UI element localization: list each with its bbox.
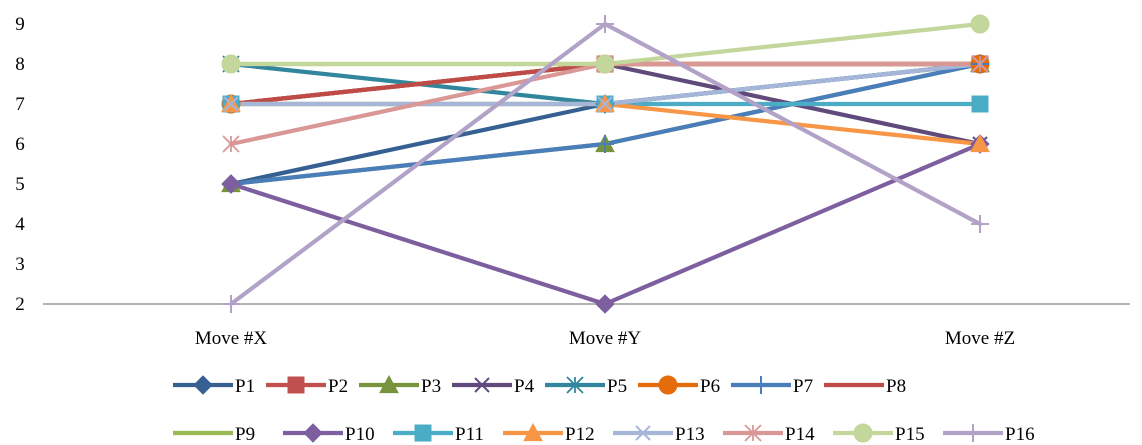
legend-label: P7 [793, 376, 813, 397]
legend-label: P3 [421, 376, 441, 397]
x-tick-label: Move #Z [945, 328, 1015, 349]
legend-label: P4 [514, 376, 535, 397]
data-point-p11-3 [971, 95, 989, 113]
data-point-p15-2 [595, 54, 615, 74]
legend-item-p13: P13 [613, 424, 705, 445]
legend-item-p6: P6 [638, 375, 720, 397]
data-point-p15-1 [221, 54, 241, 74]
legend-item-p1: P1 [173, 375, 255, 397]
legend-marker [287, 376, 305, 394]
data-point-p16-1 [222, 295, 240, 313]
legend-marker [744, 424, 762, 442]
legend-label: P14 [785, 424, 815, 445]
x-axis: Move #X Move #Y Move #Z [43, 303, 1130, 349]
legend-marker [853, 423, 873, 443]
data-point-p12-3 [970, 133, 990, 153]
legend-item-p8: P8 [824, 376, 906, 397]
legend-item-p10: P10 [283, 423, 375, 445]
legend-label: P6 [700, 376, 720, 397]
legend-label: P8 [886, 376, 906, 397]
legend-marker [193, 375, 213, 395]
legend-item-p14: P14 [723, 424, 815, 445]
legend-item-p12: P12 [503, 422, 595, 445]
legend-item-p15: P15 [833, 423, 925, 445]
legend-marker [303, 423, 323, 443]
y-tick-label-8: 8 [15, 54, 25, 75]
legend-label: P16 [1005, 424, 1035, 445]
legend-marker [523, 422, 543, 442]
legend-item-p7: P7 [731, 376, 813, 397]
y-tick-label-9: 9 [15, 14, 25, 35]
series-line-p10 [228, 141, 983, 307]
legend-label: P13 [675, 424, 705, 445]
legend-label: P2 [328, 376, 348, 397]
legend-item-p2: P2 [266, 376, 348, 397]
legend-label: P11 [455, 424, 484, 445]
legend-item-p16: P16 [943, 424, 1035, 445]
legend-marker [379, 374, 399, 394]
y-axis: 2 3 4 5 6 7 8 9 [15, 14, 25, 315]
legend-marker [658, 375, 678, 395]
legend-item-p9: P9 [173, 424, 255, 445]
legend-marker [752, 376, 770, 394]
y-tick-label-2: 2 [15, 294, 25, 315]
series-markers [221, 14, 990, 314]
legend-item-p11: P11 [393, 424, 484, 445]
legend-item-p5: P5 [545, 376, 627, 397]
x-tick-label: Move #Y [569, 328, 642, 349]
legend-item-p4: P4 [452, 376, 535, 397]
y-tick-label-7: 7 [15, 94, 25, 115]
legend-label: P10 [345, 424, 375, 445]
data-point-p13-2 [597, 96, 613, 112]
legend-marker [566, 376, 584, 394]
data-point-p15-3 [970, 14, 990, 34]
y-tick-label-3: 3 [15, 254, 25, 275]
legend-label: P15 [895, 424, 925, 445]
legend-marker [474, 377, 490, 393]
legend-label: P12 [565, 424, 595, 445]
y-tick-label-6: 6 [15, 134, 25, 155]
legend-marker [414, 424, 432, 442]
legend-marker [635, 425, 651, 441]
legend-marker [964, 424, 982, 442]
x-tick-label: Move #X [195, 328, 268, 349]
legend-label: P1 [235, 376, 255, 397]
data-point-p13-1 [223, 96, 239, 112]
data-point-p14-1 [222, 135, 240, 153]
legend-label: P5 [607, 376, 627, 397]
legend: P1 P2 P3 P4 P5 P6 P7 P8 P9 P10 P11 P12 P13 P14 P15 P16 [173, 374, 1035, 445]
data-point-p10-1 [221, 174, 241, 194]
y-tick-label-5: 5 [15, 174, 25, 195]
y-tick-label-4: 4 [15, 214, 25, 235]
data-point-p16-3 [971, 215, 989, 233]
data-point-p14-3 [971, 55, 989, 73]
legend-label: P9 [235, 424, 255, 445]
data-point-p16-2 [596, 15, 614, 33]
legend-item-p3: P3 [359, 374, 441, 397]
data-point-p10-2 [595, 294, 615, 314]
data-point-p7-2 [596, 135, 614, 153]
